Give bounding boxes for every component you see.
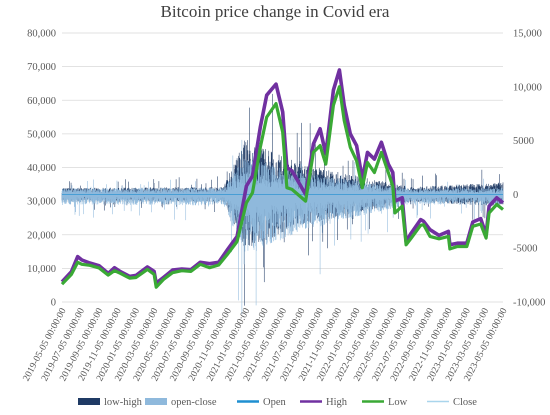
y-right-tick-label: 5000 [513, 136, 534, 147]
y-left-tick-label: 50,000 [27, 129, 56, 140]
y-left-tick-label: 60,000 [27, 96, 56, 107]
legend: low-high open-close Open High Low Close [78, 397, 477, 408]
y-right-tick-label: 0 [513, 190, 518, 201]
axis-labels-layer: 0 10,000 20,000 30,000 40,000 50,000 60,000 70,… [21, 29, 546, 384]
y-left-tick-label: 30,000 [27, 197, 56, 208]
y-right-tick-label: -5000 [513, 244, 538, 255]
chart-title: Bitcoin price change in Covid era [160, 2, 390, 21]
y-right-tick-label: 15,000 [513, 29, 542, 40]
series-line-low [60, 85, 504, 289]
legend-label: High [326, 397, 348, 408]
legend-label: Low [388, 397, 408, 408]
y-right-tick-label: 10,000 [513, 82, 542, 93]
legend-label: low-high [104, 397, 143, 408]
y-right-tick-label: -10,000 [513, 298, 545, 309]
y-left-tick-label: 20,000 [27, 230, 56, 241]
y-left-tick-label: 0 [51, 298, 56, 309]
legend-label: Open [263, 397, 286, 408]
legend-swatch-open-close [145, 398, 167, 405]
grid-layer [62, 32, 503, 303]
y-left-tick-label: 70,000 [27, 62, 56, 73]
legend-label: open-close [171, 397, 217, 408]
legend-swatch-low-high [78, 398, 100, 405]
y-left-tick-label: 10,000 [27, 264, 56, 275]
price-lines-layer [60, 68, 505, 289]
y-left-tick-label: 80,000 [27, 29, 56, 40]
y-left-tick-label: 40,000 [27, 163, 56, 174]
legend-label: Close [453, 397, 477, 408]
